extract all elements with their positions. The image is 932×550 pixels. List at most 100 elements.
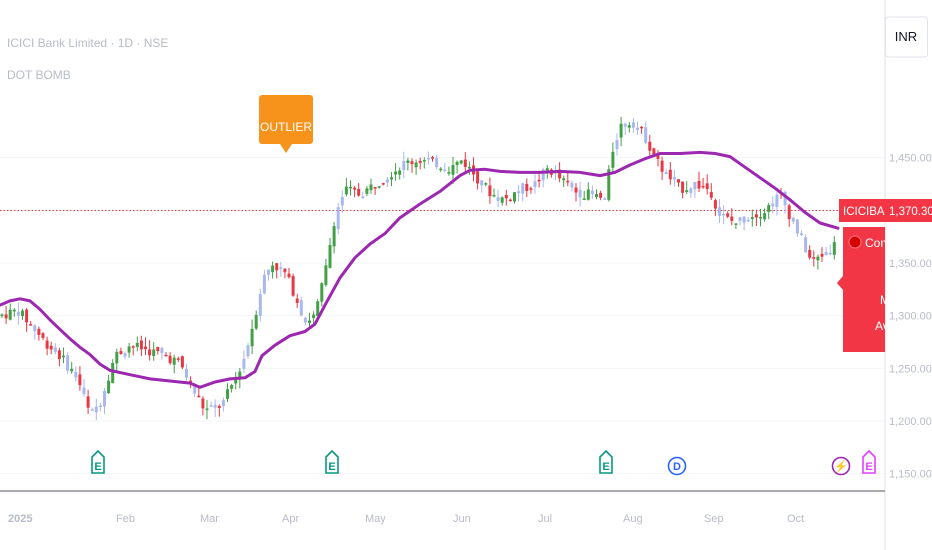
candle-body bbox=[435, 158, 439, 168]
candle-body bbox=[271, 265, 275, 273]
candle-body bbox=[800, 233, 803, 235]
candle-body bbox=[697, 180, 701, 189]
candle-body bbox=[234, 376, 238, 384]
candle-body bbox=[746, 219, 750, 222]
candle-body bbox=[451, 165, 455, 175]
candle-body bbox=[8, 309, 12, 320]
candle-body bbox=[615, 139, 619, 150]
candle-body bbox=[78, 374, 82, 386]
candle-body bbox=[275, 263, 279, 271]
candle-body bbox=[316, 301, 320, 317]
candle-body bbox=[25, 309, 29, 323]
candle-body bbox=[29, 324, 33, 326]
candle-body bbox=[139, 340, 143, 350]
candle-body bbox=[631, 122, 635, 128]
candle-body bbox=[636, 127, 639, 130]
candle-body bbox=[238, 371, 242, 380]
y-tick-label: 1,250.00 bbox=[889, 363, 932, 375]
candle-body bbox=[824, 251, 828, 256]
x-tick-label: Feb bbox=[116, 513, 135, 525]
earnings-icon bbox=[862, 449, 876, 474]
candle-body bbox=[119, 351, 123, 354]
outlier-annotation[interactable]: OUTLIER bbox=[259, 95, 313, 153]
candle-body bbox=[804, 237, 808, 253]
candle-body bbox=[730, 216, 734, 221]
event-marker[interactable]: E bbox=[862, 449, 876, 474]
candle-body bbox=[677, 179, 680, 183]
candle-body bbox=[459, 160, 463, 164]
candle-body bbox=[590, 190, 594, 195]
indicator-title: DOT BOMB bbox=[7, 68, 71, 82]
event-marker[interactable]: E bbox=[325, 449, 339, 474]
candle-body bbox=[640, 126, 644, 129]
candle-body bbox=[431, 157, 434, 159]
event-marker[interactable]: E bbox=[91, 449, 105, 474]
candle-body bbox=[832, 242, 836, 255]
candle-body bbox=[541, 169, 545, 181]
candle-body bbox=[627, 125, 631, 128]
candle-body bbox=[250, 328, 254, 347]
candle-body bbox=[759, 216, 762, 219]
currency-button[interactable]: INR bbox=[885, 16, 928, 58]
x-tick-label: Jul bbox=[538, 513, 552, 525]
candle-body bbox=[750, 217, 754, 220]
candle-body bbox=[607, 169, 611, 200]
candle-body bbox=[480, 180, 484, 186]
time-axis[interactable]: 2025 Feb Mar Apr May Jun Jul Aug Sep Oct bbox=[8, 513, 804, 525]
candle-body bbox=[197, 395, 201, 398]
candle-body bbox=[783, 191, 787, 206]
candle-body bbox=[455, 161, 459, 166]
candle-body bbox=[574, 187, 578, 193]
candle-body bbox=[324, 265, 328, 285]
candle-body bbox=[517, 191, 521, 194]
candle-body bbox=[57, 350, 61, 360]
event-markers[interactable]: E E E D ⚡ E bbox=[91, 449, 876, 476]
signal-panel[interactable]: Cont M Avg bbox=[837, 227, 895, 352]
event-marker-label: D bbox=[673, 461, 681, 473]
split-icon bbox=[831, 456, 851, 476]
candle-body bbox=[98, 405, 102, 408]
event-marker-label: E bbox=[602, 461, 609, 473]
candle-body bbox=[74, 371, 78, 378]
candle-body bbox=[820, 253, 824, 257]
candle-body bbox=[365, 188, 369, 194]
event-marker-label: E bbox=[865, 461, 872, 473]
candle-body bbox=[709, 192, 713, 198]
candle-body bbox=[619, 123, 623, 138]
candle-body bbox=[463, 159, 467, 167]
candle-body bbox=[230, 385, 234, 389]
candle-body bbox=[668, 169, 672, 180]
candle-body bbox=[287, 273, 291, 278]
x-tick-label: 2025 bbox=[8, 513, 32, 525]
candle-body bbox=[726, 213, 730, 217]
earnings-icon bbox=[91, 449, 105, 474]
candle-body bbox=[66, 355, 70, 371]
event-marker[interactable]: ⚡ bbox=[831, 456, 851, 476]
candle-body bbox=[508, 199, 512, 202]
candle-body bbox=[49, 345, 53, 350]
candle-body bbox=[246, 345, 250, 357]
candle-body bbox=[529, 188, 533, 190]
candle-body bbox=[410, 161, 414, 165]
event-marker[interactable]: D bbox=[667, 456, 687, 476]
event-marker-label: E bbox=[94, 461, 101, 473]
candle-body bbox=[111, 363, 115, 384]
y-tick-label: 1,350.00 bbox=[889, 258, 932, 270]
candle-body bbox=[623, 123, 627, 127]
candle-body bbox=[33, 325, 37, 332]
grid bbox=[0, 157, 885, 475]
candle-body bbox=[738, 217, 742, 221]
candle-body bbox=[722, 213, 726, 216]
dividend-icon bbox=[667, 456, 687, 476]
candle-body bbox=[53, 347, 57, 352]
candle-body bbox=[488, 185, 492, 197]
candle-body bbox=[611, 151, 615, 168]
candle-body bbox=[4, 314, 8, 319]
candle-body bbox=[209, 405, 213, 407]
candle-body bbox=[414, 162, 418, 168]
svg-text:M: M bbox=[880, 293, 890, 307]
candle-body bbox=[599, 192, 603, 198]
event-marker[interactable]: E bbox=[599, 449, 613, 474]
candle-body bbox=[693, 181, 697, 190]
